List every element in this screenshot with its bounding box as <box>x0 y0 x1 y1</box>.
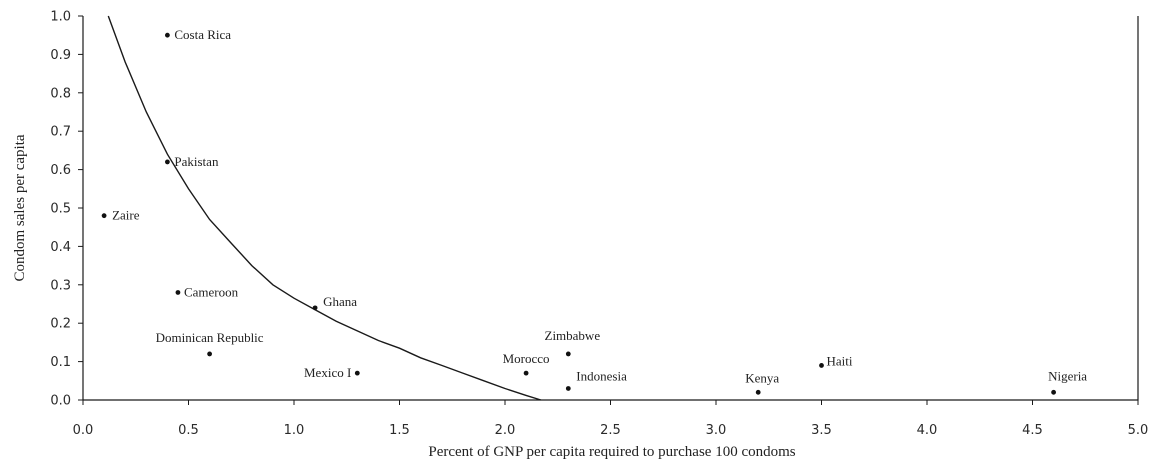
point-marker <box>101 213 107 219</box>
point-label: Haiti <box>827 353 853 368</box>
x-tick-label: 3.0 <box>706 423 727 438</box>
y-tick-label: 0.0 <box>50 394 71 409</box>
point-label: Dominican Republic <box>156 330 264 345</box>
x-tick-label: 4.5 <box>1022 423 1043 438</box>
point-label: Pakistan <box>174 154 219 169</box>
axes: 0.0 0.5 1.0 1.5 2.0 2.5 3.0 3.5 4.0 4.5 5.0 0.0 0.1 0… <box>50 10 1148 439</box>
data-point: Mexico I <box>304 365 360 380</box>
x-tick-label: 1.5 <box>389 423 410 438</box>
point-marker <box>175 290 181 295</box>
data-point: Morocco <box>503 351 550 376</box>
point-label: Morocco <box>503 351 550 366</box>
x-tick-label: 2.5 <box>600 423 621 438</box>
y-tick-label: 0.7 <box>50 125 71 140</box>
point-marker <box>207 351 213 357</box>
data-point: Haiti <box>819 353 853 368</box>
x-tick-label: 5.0 <box>1128 423 1149 438</box>
data-point: Costa Rica <box>165 27 231 42</box>
data-point: Pakistan <box>165 154 219 169</box>
x-axis-title: Percent of GNP per capita required to pu… <box>428 444 795 460</box>
x-tick-label: 0.0 <box>73 423 94 438</box>
point-marker <box>755 389 761 395</box>
point-label: Ghana <box>323 294 357 309</box>
point-marker <box>354 370 360 376</box>
data-point: Kenya <box>745 370 779 395</box>
data-point: Zimbabwe <box>545 328 601 357</box>
point-marker <box>165 32 170 38</box>
point-label: Kenya <box>745 370 779 385</box>
y-tick-label: 0.8 <box>50 86 71 101</box>
data-point: Cameroon <box>175 284 239 299</box>
y-tick-label: 0.5 <box>50 202 71 217</box>
point-marker <box>165 159 170 165</box>
x-tick-label: 2.0 <box>495 423 516 438</box>
y-tick-label: 0.4 <box>50 240 71 255</box>
point-label: Costa Rica <box>174 27 231 42</box>
data-points: Costa Rica Pakistan Zaire Cameroon Ghana Domi… <box>101 27 1087 395</box>
point-label: Nigeria <box>1048 368 1087 383</box>
y-tick-label: 0.2 <box>50 317 71 332</box>
y-tick-label: 0.9 <box>50 48 71 63</box>
point-label: Indonesia <box>576 368 627 383</box>
point-label: Mexico I <box>304 365 351 380</box>
fit-curve-layer <box>107 15 542 401</box>
y-tick-label: 0.1 <box>50 355 71 370</box>
point-marker <box>312 305 318 311</box>
data-point: Ghana <box>312 294 357 311</box>
point-marker <box>1051 389 1056 395</box>
point-marker <box>819 363 824 368</box>
point-marker <box>523 370 529 376</box>
y-tick-label: 1.0 <box>50 10 71 25</box>
y-tick-label: 0.3 <box>50 278 71 293</box>
data-point: Zaire <box>101 208 140 223</box>
x-tick-label: 3.5 <box>811 423 832 438</box>
y-axis-title: Condom sales per capita <box>12 134 28 281</box>
point-label: Zaire <box>112 208 140 223</box>
point-marker <box>565 386 571 391</box>
fit-curve <box>107 15 542 401</box>
x-tick-label: 4.0 <box>917 423 938 438</box>
point-label: Zimbabwe <box>545 328 601 343</box>
data-point: Indonesia <box>565 368 627 391</box>
point-label: Cameroon <box>184 284 239 299</box>
x-tick-label: 0.5 <box>178 423 199 438</box>
data-point: Dominican Republic <box>156 330 264 357</box>
x-tick-label: 1.0 <box>284 423 305 438</box>
point-marker <box>565 351 571 357</box>
y-tick-label: 0.6 <box>50 163 71 178</box>
data-point: Nigeria <box>1048 368 1087 395</box>
